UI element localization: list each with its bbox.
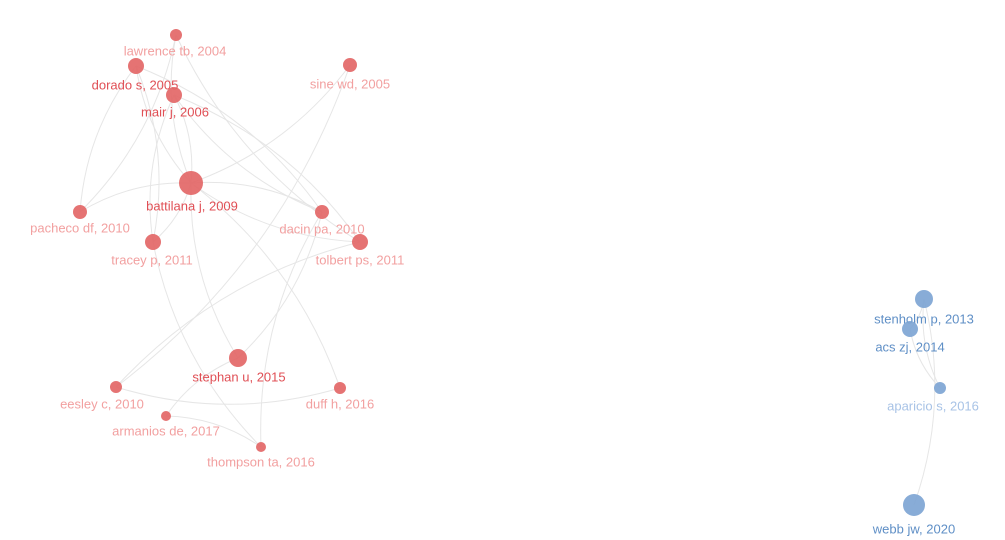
node (161, 411, 171, 421)
node (229, 349, 247, 367)
edge (175, 34, 361, 243)
node-label: thompson ta, 2016 (207, 454, 315, 469)
edge (237, 211, 323, 359)
node-label: stenholm p, 2013 (874, 311, 974, 326)
edge (190, 182, 341, 389)
node-label: mair j, 2006 (141, 104, 209, 119)
node-label: dacin pa, 2010 (279, 221, 364, 236)
node-label: duff h, 2016 (306, 396, 374, 411)
node (128, 58, 144, 74)
node-label: stephan u, 2015 (192, 369, 285, 384)
node (145, 234, 161, 250)
edge (170, 34, 192, 184)
node (903, 494, 925, 516)
node-label: eesley c, 2010 (60, 396, 144, 411)
node (179, 171, 203, 195)
node-label: webb jw, 2020 (872, 521, 955, 536)
node-label: pacheco df, 2010 (30, 220, 130, 235)
nodes: lawrence tb, 2004 dorado s, 2005 mair j, 2… (30, 29, 979, 536)
node-label: tracey p, 2011 (111, 252, 192, 267)
edges (79, 34, 941, 506)
node (934, 382, 946, 394)
node (915, 290, 933, 308)
node (315, 205, 329, 219)
node (110, 381, 122, 393)
node (352, 234, 368, 250)
edge (165, 357, 239, 417)
edge (135, 65, 160, 243)
node-label: aparicio s, 2016 (887, 398, 979, 413)
edge (115, 386, 341, 405)
edge (152, 241, 262, 448)
edge (115, 241, 361, 388)
node (170, 29, 182, 41)
edge (79, 182, 192, 213)
edge (190, 182, 361, 243)
node (343, 58, 357, 72)
edge (173, 94, 323, 213)
node-label: lawrence tb, 2004 (124, 43, 227, 58)
edge (173, 94, 361, 243)
node (73, 205, 87, 219)
edge (79, 65, 137, 213)
node-label: dorado s, 2005 (92, 77, 179, 92)
edge (115, 64, 351, 388)
node-label: armanios de, 2017 (112, 423, 220, 438)
node-label: sine wd, 2005 (310, 76, 390, 91)
node (902, 321, 918, 337)
edge (190, 182, 239, 359)
edge (149, 94, 175, 243)
node (334, 382, 346, 394)
edge (165, 415, 262, 448)
node (256, 442, 266, 452)
edge (922, 298, 941, 389)
node-label: tolbert ps, 2011 (316, 252, 405, 267)
edge (260, 211, 323, 448)
edge (913, 298, 936, 506)
edge (79, 34, 177, 213)
node-label: battilana j, 2009 (146, 198, 238, 213)
node-label: acs zj, 2014 (875, 339, 944, 354)
node (166, 87, 182, 103)
edge (190, 64, 351, 184)
